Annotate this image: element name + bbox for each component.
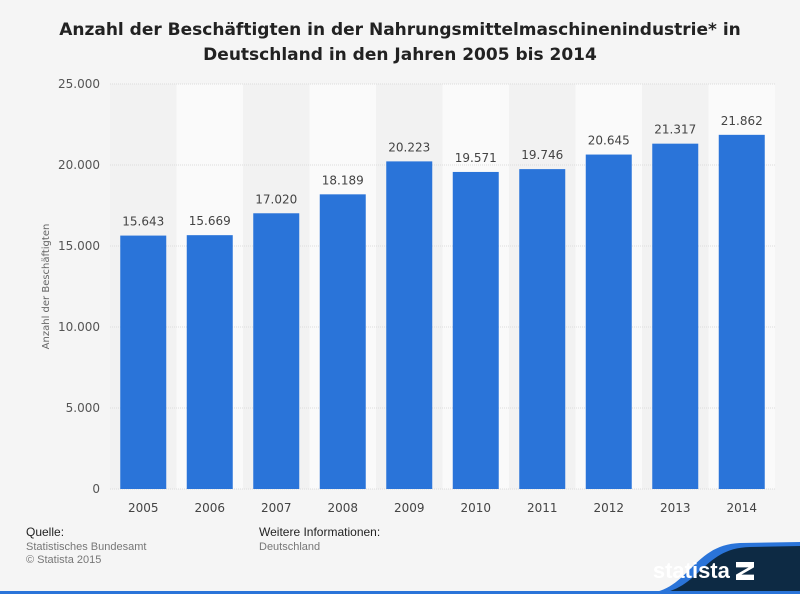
y-tick-label: 25.000 [58, 77, 100, 91]
bar [253, 213, 300, 489]
x-tick-label: 2012 [593, 501, 624, 515]
x-tick-label: 2010 [460, 501, 491, 515]
bottom-bar [0, 591, 800, 594]
data-label: 20.645 [588, 134, 630, 148]
bar [319, 194, 366, 489]
x-tick-label: 2013 [660, 501, 691, 515]
data-label: 18.189 [322, 173, 364, 187]
data-label: 21.317 [654, 123, 696, 137]
info-heading: Weitere Informationen: [259, 525, 381, 539]
data-label: 20.223 [388, 140, 430, 154]
logo-text: statista [652, 558, 730, 583]
copyright-text: © Statista 2015 [26, 554, 102, 566]
bar [120, 235, 167, 489]
data-label: 17.020 [255, 192, 297, 206]
bar [519, 169, 566, 489]
x-tick-label: 2006 [194, 501, 225, 515]
bar [585, 154, 632, 489]
x-tick-label: 2008 [327, 501, 358, 515]
statista-logo[interactable]: statista [653, 558, 754, 584]
chart-title: Anzahl der Beschäftigten in der Nahrungs… [59, 20, 741, 65]
data-label: 19.571 [455, 151, 497, 165]
y-axis-label: Anzahl der Beschäftigten [41, 224, 52, 350]
bar [652, 143, 699, 489]
source-text: Statistisches Bundesamt [26, 541, 147, 553]
x-tick-label: 2005 [128, 501, 159, 515]
info-text: Deutschland [259, 541, 321, 553]
data-label: 15.643 [122, 215, 164, 229]
logo-background [650, 546, 800, 594]
y-tick-label: 5.000 [66, 401, 100, 415]
logo-icon [736, 562, 754, 580]
bar [718, 134, 765, 489]
x-tick-label: 2011 [527, 501, 558, 515]
y-tick-label: 10.000 [58, 320, 100, 334]
data-label: 21.862 [721, 114, 763, 128]
y-tick-label: 15.000 [58, 239, 100, 253]
x-tick-label: 2007 [261, 501, 292, 515]
x-tick-label: 2009 [394, 501, 425, 515]
y-tick-label: 0 [92, 482, 100, 496]
bar [452, 171, 499, 489]
data-label: 19.746 [521, 148, 563, 162]
bar [186, 235, 233, 489]
data-label: 15.669 [189, 214, 231, 228]
bar [386, 161, 433, 490]
x-tick-label: 2014 [726, 501, 757, 515]
source-heading: Quelle: [26, 525, 65, 539]
y-tick-label: 20.000 [58, 158, 100, 172]
